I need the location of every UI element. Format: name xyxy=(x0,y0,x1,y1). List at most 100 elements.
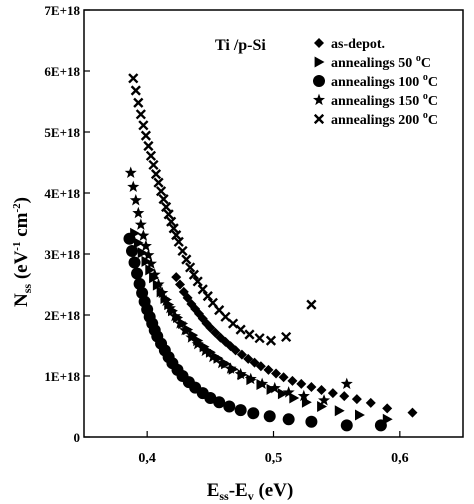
data-point xyxy=(296,378,307,389)
data-point xyxy=(340,419,353,432)
data-point xyxy=(142,248,155,261)
data-point xyxy=(152,278,165,290)
data-point xyxy=(153,177,164,188)
data-point xyxy=(334,405,345,417)
data-point xyxy=(256,377,269,390)
data-point xyxy=(123,232,136,245)
series-3 xyxy=(123,232,387,432)
data-point xyxy=(135,109,146,120)
y-axis-label: Nss (eV-1 cm-2) xyxy=(11,197,34,307)
data-point xyxy=(133,237,144,249)
data-point xyxy=(130,85,141,96)
data-point xyxy=(327,388,338,399)
data-point xyxy=(266,383,277,395)
data-point xyxy=(179,323,192,336)
data-point xyxy=(131,267,144,280)
data-point xyxy=(230,345,241,356)
x-tick-label: 0,4 xyxy=(138,451,156,466)
data-point xyxy=(168,223,179,234)
data-point xyxy=(140,130,152,141)
chart-annotation: Ti /p-Si xyxy=(215,37,266,54)
data-point xyxy=(177,245,188,257)
data-point xyxy=(340,377,353,390)
data-point xyxy=(351,394,362,405)
legend-label: as-depot. xyxy=(331,37,385,52)
data-point xyxy=(306,299,317,310)
series-1 xyxy=(171,272,418,418)
data-point xyxy=(144,257,157,269)
data-point xyxy=(128,73,139,84)
x-axis-label: Ess-Ev (eV) xyxy=(207,480,294,503)
series-5 xyxy=(128,73,317,346)
data-point xyxy=(127,180,140,193)
data-point xyxy=(174,317,187,329)
data-point xyxy=(161,201,172,213)
data-point xyxy=(148,268,161,280)
data-point xyxy=(168,309,181,322)
data-point xyxy=(166,216,177,227)
y-tick-label: 4E+18 xyxy=(44,186,80,201)
data-point xyxy=(277,388,288,400)
data-point xyxy=(282,413,295,426)
data-point xyxy=(297,389,310,402)
y-tick-label: 3E+18 xyxy=(44,247,80,262)
data-point xyxy=(137,229,150,241)
y-tick-label: 2E+18 xyxy=(44,308,80,323)
data-point xyxy=(247,407,260,420)
data-point xyxy=(215,356,228,369)
data-point xyxy=(235,324,246,335)
y-tick-label: 5E+18 xyxy=(44,125,80,140)
data-point xyxy=(407,407,418,418)
y-tick-label: 7E+18 xyxy=(44,3,80,18)
data-point xyxy=(268,381,281,394)
data-point xyxy=(171,272,182,283)
data-point xyxy=(173,236,184,247)
legend-label: annealings 100 oC xyxy=(331,72,438,90)
y-tick-label: 1E+18 xyxy=(44,369,80,384)
data-point xyxy=(287,375,298,386)
y-tick-label: 0 xyxy=(74,430,81,445)
data-point xyxy=(234,404,247,417)
data-point xyxy=(141,255,152,267)
data-point xyxy=(185,262,196,273)
data-point xyxy=(138,120,149,131)
legend-marker xyxy=(314,38,324,48)
data-point xyxy=(181,254,192,265)
series-4 xyxy=(124,166,353,406)
legend-marker xyxy=(312,93,326,106)
data-point xyxy=(224,362,237,374)
data-point xyxy=(305,415,318,428)
data-point xyxy=(128,256,141,269)
data-point xyxy=(137,247,148,259)
data-point xyxy=(188,269,200,280)
data-point xyxy=(220,311,231,322)
legend-label: annealings 150 oC xyxy=(331,91,438,109)
data-point xyxy=(148,159,159,171)
data-point xyxy=(139,239,152,252)
data-point xyxy=(163,209,174,220)
data-point xyxy=(244,329,255,340)
legend-label: annealings 50 oC xyxy=(331,53,431,71)
data-point xyxy=(289,392,300,404)
data-point xyxy=(255,361,266,372)
data-point xyxy=(129,194,142,206)
legend-marker xyxy=(314,56,325,68)
data-point xyxy=(318,394,331,406)
x-tick-label: 0,5 xyxy=(265,451,283,466)
axis-ticks: 0 1E+18 2E+18 3E+18 4E+18 5E+18 6E+18 7E+18 0,4 0… xyxy=(44,3,408,466)
data-point xyxy=(365,397,376,408)
data-point xyxy=(306,381,317,392)
data-point xyxy=(206,350,219,363)
data-point xyxy=(143,140,154,152)
data-point xyxy=(263,410,276,423)
data-point xyxy=(156,286,169,299)
data-point xyxy=(355,409,365,421)
data-point xyxy=(145,150,157,161)
data-point xyxy=(124,166,137,178)
data-point xyxy=(158,194,169,205)
data-point xyxy=(171,229,182,241)
data-point xyxy=(213,396,226,409)
data-point xyxy=(134,218,147,230)
